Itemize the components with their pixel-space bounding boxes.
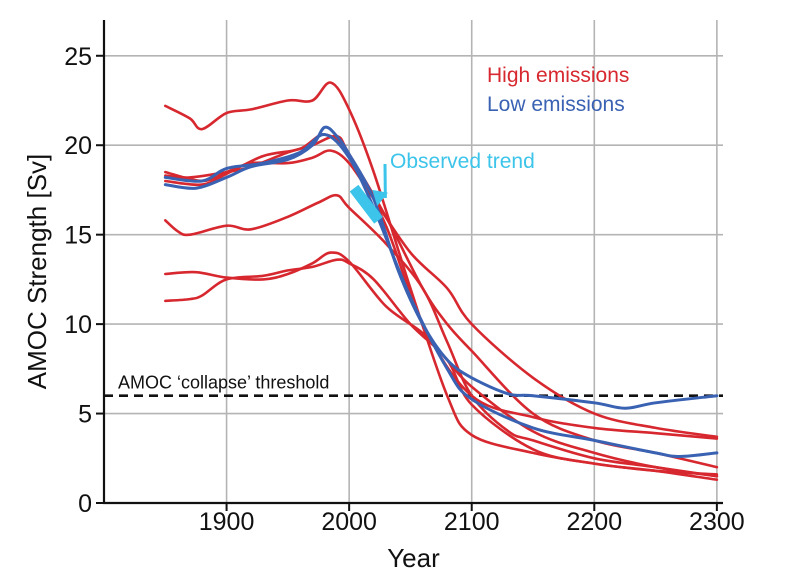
series-line-low-8 [163,133,719,458]
x-tick-label: 2000 [321,508,377,536]
x-tick-label: 2200 [566,508,622,536]
observed-trend-group: Observed trend [349,150,535,224]
x-tick-label: 2300 [689,508,745,536]
y-tick-label: 5 [78,401,92,429]
y-tick-label: 20 [64,132,92,160]
series-line-high-6 [164,133,719,440]
series-group [163,81,719,481]
observed-trend-label: Observed trend [390,150,535,173]
legend-entry-low-emissions: Low emissions [487,93,625,116]
x-tick-label: 2100 [444,508,500,536]
series-line-high-3 [164,193,719,478]
grid [104,20,723,503]
legend-entry-high-emissions: High emissions [487,64,629,87]
x-tick-label: 1900 [199,508,255,536]
y-axis-title: AMOC Strength [Sv] [22,154,52,390]
series-line-high-0 [164,81,719,476]
threshold-group: AMOC ‘collapse’ threshold [104,373,723,397]
axes: 1900 2000 2100 2200 2300 0 5 10 15 20 25 Year AMOC S… [22,20,745,573]
y-tick-label: 25 [64,43,92,71]
observed-trend-segment [349,184,383,224]
series-line-high-4 [164,251,719,478]
y-tick-label: 10 [64,311,92,339]
y-tick-label: 0 [78,490,92,518]
observed-trend-arrowhead [372,189,388,207]
series-line-high-5 [164,258,719,481]
collapse-threshold-label: AMOC ‘collapse’ threshold [118,373,329,393]
series-line-high-1 [164,149,719,439]
legend: High emissions Low emissions [487,64,629,116]
x-axis-title: Year [387,543,440,573]
series-line-high-2 [164,134,719,469]
y-tick-label: 15 [64,222,92,250]
